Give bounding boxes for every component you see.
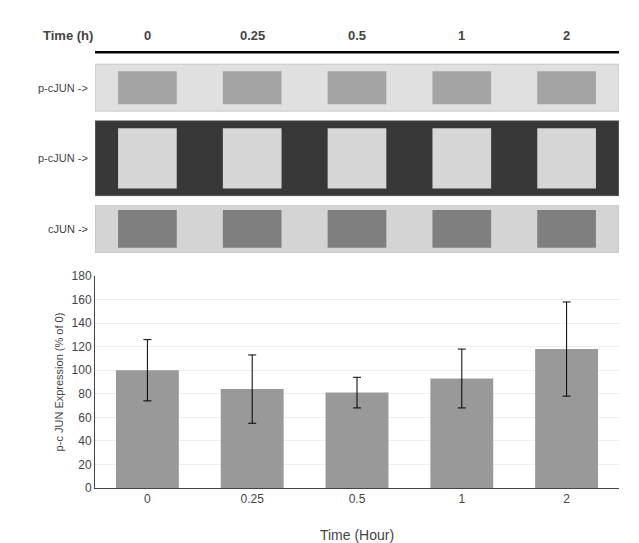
svg-text:0.25: 0.25 bbox=[241, 492, 265, 506]
svg-text:100: 100 bbox=[72, 363, 92, 377]
svg-text:Time (h): Time (h) bbox=[43, 28, 93, 43]
svg-text:0.5: 0.5 bbox=[348, 28, 366, 43]
svg-text:cJUN ->: cJUN -> bbox=[48, 223, 88, 235]
svg-text:p-cJUN ->: p-cJUN -> bbox=[38, 152, 88, 164]
svg-text:p-cJUN ->: p-cJUN -> bbox=[38, 82, 88, 94]
svg-text:120: 120 bbox=[72, 340, 92, 354]
svg-text:60: 60 bbox=[78, 411, 92, 425]
svg-text:20: 20 bbox=[78, 458, 92, 472]
svg-text:2: 2 bbox=[563, 28, 570, 43]
svg-text:0.25: 0.25 bbox=[240, 28, 265, 43]
svg-text:80: 80 bbox=[78, 387, 92, 401]
svg-text:Time (Hour): Time (Hour) bbox=[320, 527, 394, 543]
svg-text:1: 1 bbox=[458, 28, 465, 43]
svg-text:160: 160 bbox=[72, 293, 92, 307]
svg-text:0: 0 bbox=[144, 492, 151, 506]
svg-text:180: 180 bbox=[72, 269, 92, 283]
svg-text:0: 0 bbox=[144, 28, 151, 43]
svg-text:p-c JUN Expression (% of 0): p-c JUN Expression (% of 0) bbox=[53, 313, 65, 452]
svg-text:140: 140 bbox=[72, 316, 92, 330]
svg-text:2: 2 bbox=[563, 492, 570, 506]
svg-text:0: 0 bbox=[85, 481, 92, 495]
svg-text:0.5: 0.5 bbox=[349, 492, 366, 506]
svg-text:40: 40 bbox=[78, 434, 92, 448]
svg-text:1: 1 bbox=[458, 492, 465, 506]
